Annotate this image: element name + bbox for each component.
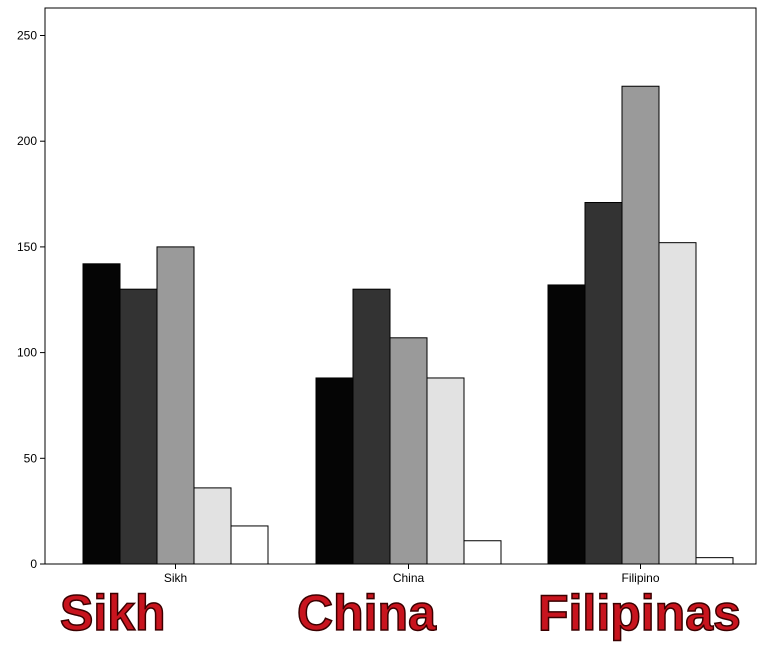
bar-china-5 bbox=[463, 540, 502, 565]
x-axis: Sikh China Filipino bbox=[164, 564, 660, 585]
bars-group bbox=[82, 85, 734, 565]
bar-sikh-4 bbox=[193, 487, 232, 565]
bar-sikh-5 bbox=[230, 525, 269, 565]
bar-sikh-1 bbox=[82, 263, 121, 565]
bar-filipino-1 bbox=[547, 284, 586, 565]
y-tick-label: 100 bbox=[17, 346, 37, 360]
y-tick-label: 200 bbox=[17, 134, 37, 148]
y-tick-label: 250 bbox=[17, 29, 37, 43]
bar-filipino-4 bbox=[658, 242, 697, 565]
big-label-china: China bbox=[296, 585, 436, 641]
bar-sikh-2 bbox=[119, 288, 158, 565]
x-tick-label-sikh: Sikh bbox=[164, 571, 187, 585]
y-tick-label: 0 bbox=[30, 557, 37, 571]
y-tick-label: 150 bbox=[17, 240, 37, 254]
bar-filipino-2 bbox=[584, 202, 623, 565]
bar-china-4 bbox=[426, 377, 465, 565]
bar-china-1 bbox=[315, 377, 354, 565]
y-axis: 0 50 100 150 200 250 bbox=[17, 29, 45, 571]
x-tick-label-china: China bbox=[393, 571, 425, 585]
y-tick-label: 50 bbox=[24, 451, 38, 465]
bar-sikh-3 bbox=[156, 246, 195, 565]
bar-china-2 bbox=[352, 288, 391, 565]
bar-filipino-3 bbox=[621, 85, 660, 565]
bar-china-3 bbox=[389, 337, 428, 565]
big-label-sikh: Sikh bbox=[59, 585, 166, 641]
bar-filipino-5 bbox=[695, 557, 734, 565]
x-tick-label-filipino: Filipino bbox=[621, 571, 659, 585]
big-label-filipinas: Filipinas bbox=[537, 585, 741, 641]
